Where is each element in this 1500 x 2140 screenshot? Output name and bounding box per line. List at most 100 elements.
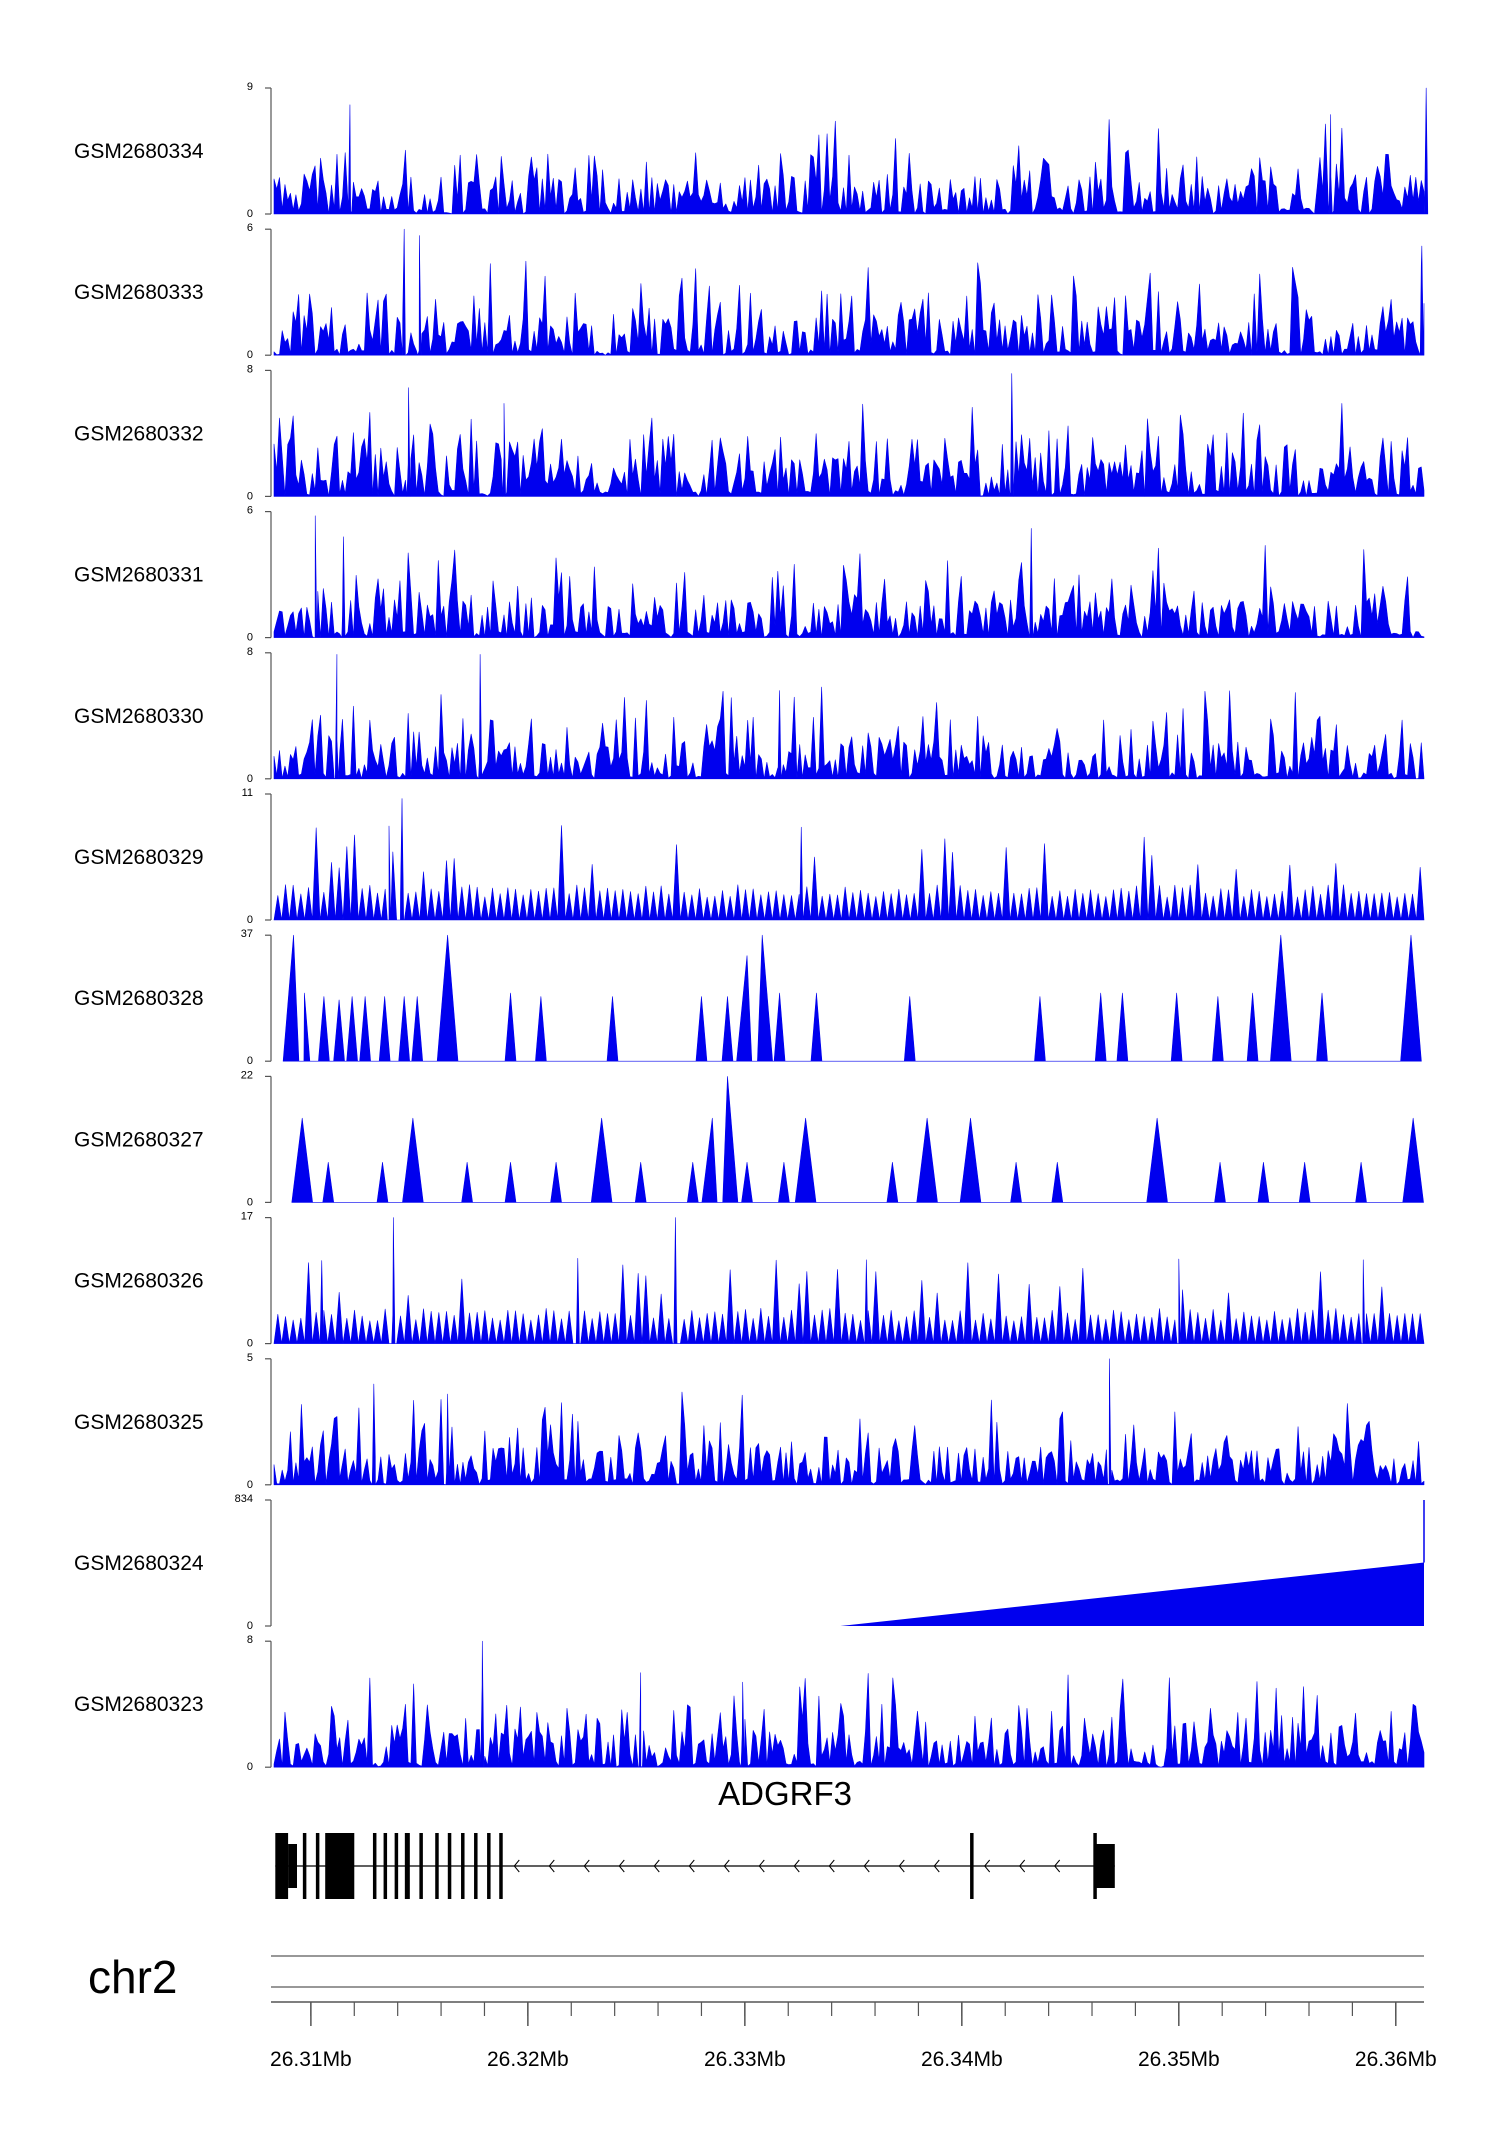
strand-arrow bbox=[548, 1859, 555, 1873]
strand-arrow bbox=[984, 1859, 991, 1873]
signal-area bbox=[273, 1217, 1425, 1344]
track: GSM2680329 11 0 bbox=[74, 787, 1425, 926]
tick-label: 26.36Mb bbox=[1355, 2048, 1437, 2071]
y-axis-min-label: 0 bbox=[247, 914, 253, 926]
signal-tracks: GSM268033490GSM268033360GSM268033280GSM2… bbox=[74, 81, 1429, 1773]
exon bbox=[325, 1833, 355, 1899]
y-axis-min-label: 0 bbox=[247, 1479, 253, 1491]
track-label: GSM2680331 bbox=[74, 564, 204, 587]
track: GSM2680325 5 0 bbox=[74, 1352, 1425, 1491]
y-axis-max-label: 5 bbox=[247, 1352, 253, 1364]
y-axis-min-label: 0 bbox=[247, 490, 253, 502]
signal-area bbox=[273, 373, 1425, 497]
track: GSM2680328 37 0 bbox=[74, 928, 1422, 1067]
y-axis-max-label: 22 bbox=[241, 1069, 253, 1081]
y-axis-max-label: 9 bbox=[247, 81, 253, 93]
y-axis-max-label: 8 bbox=[247, 646, 253, 658]
track: GSM2680334 9 0 bbox=[74, 81, 1429, 220]
exon bbox=[404, 1833, 410, 1899]
strand-arrow bbox=[583, 1859, 590, 1873]
signal-area bbox=[273, 654, 1425, 780]
exon bbox=[1095, 1844, 1115, 1888]
signal-area bbox=[273, 1640, 1425, 1768]
signal-area bbox=[291, 1076, 1424, 1203]
y-axis-min-label: 0 bbox=[247, 632, 253, 644]
strand-arrow bbox=[1054, 1859, 1061, 1873]
track: GSM2680324 834 0 bbox=[74, 1493, 1425, 1632]
signal-area bbox=[273, 798, 1425, 921]
track-label: GSM2680327 bbox=[74, 1128, 204, 1151]
strand-arrow bbox=[828, 1859, 835, 1873]
tick-label: 26.32Mb bbox=[487, 2048, 569, 2071]
exon bbox=[302, 1833, 307, 1899]
strand-arrow bbox=[863, 1859, 870, 1873]
track-label: GSM2680326 bbox=[74, 1270, 204, 1293]
exon bbox=[1093, 1833, 1097, 1899]
track: GSM2680333 6 0 bbox=[74, 222, 1425, 361]
exon bbox=[315, 1833, 320, 1899]
y-axis-min-label: 0 bbox=[247, 1338, 253, 1350]
strand-arrow bbox=[723, 1859, 730, 1873]
strand-arrow bbox=[688, 1859, 695, 1873]
track-label: GSM2680328 bbox=[74, 987, 204, 1010]
signal-area bbox=[282, 934, 1422, 1062]
exon bbox=[288, 1844, 297, 1888]
chromosome-label: chr2 bbox=[88, 1951, 177, 2003]
tick-label: 26.33Mb bbox=[704, 2048, 786, 2071]
strand-arrow bbox=[653, 1859, 660, 1873]
track-label: GSM2680332 bbox=[74, 422, 204, 445]
exon bbox=[372, 1833, 377, 1899]
y-axis-max-label: 6 bbox=[247, 505, 253, 517]
exon bbox=[461, 1833, 465, 1899]
y-axis-min-label: 0 bbox=[247, 1196, 253, 1208]
track: GSM2680327 22 0 bbox=[74, 1069, 1424, 1208]
y-axis-min-label: 0 bbox=[247, 349, 253, 361]
track: GSM2680326 17 0 bbox=[74, 1211, 1425, 1350]
strand-arrow bbox=[793, 1859, 800, 1873]
y-axis-min-label: 0 bbox=[247, 1761, 253, 1773]
track-label: GSM2680334 bbox=[74, 140, 204, 163]
y-axis-max-label: 8 bbox=[247, 1634, 253, 1646]
track: GSM2680330 8 0 bbox=[74, 646, 1425, 785]
track-label: GSM2680333 bbox=[74, 281, 204, 304]
strand-arrow bbox=[1019, 1859, 1026, 1873]
strand-arrow bbox=[513, 1859, 520, 1873]
y-axis-max-label: 834 bbox=[235, 1493, 253, 1505]
signal-area bbox=[273, 515, 1425, 638]
exon bbox=[447, 1833, 452, 1899]
tick-label: 26.34Mb bbox=[921, 2048, 1003, 2071]
y-axis-max-label: 8 bbox=[247, 363, 253, 375]
track-label: GSM2680325 bbox=[74, 1411, 204, 1434]
track: GSM2680323 8 0 bbox=[74, 1634, 1425, 1773]
track-label: GSM2680330 bbox=[74, 705, 204, 728]
gene-annotation-track bbox=[275, 1833, 1115, 1899]
strand-arrow bbox=[618, 1859, 625, 1873]
y-axis-min-label: 0 bbox=[247, 1055, 253, 1067]
strand-arrow bbox=[758, 1859, 765, 1873]
strand-arrow bbox=[898, 1859, 905, 1873]
y-axis-max-label: 11 bbox=[242, 787, 253, 799]
exon bbox=[487, 1833, 491, 1899]
y-axis-min-label: 0 bbox=[247, 208, 253, 220]
exon bbox=[383, 1833, 388, 1899]
signal-area bbox=[273, 87, 1429, 215]
track-label: GSM2680324 bbox=[74, 1552, 204, 1575]
track: GSM2680331 6 0 bbox=[74, 505, 1425, 644]
genome-axis: 26.31Mb 26.32Mb 26.33Mb 26.34Mb 26.35Mb 26.36… bbox=[270, 2001, 1437, 2071]
track-label: GSM2680329 bbox=[74, 846, 204, 869]
tick-label: 26.31Mb bbox=[270, 2048, 352, 2071]
chromosome-ideogram bbox=[271, 1955, 1424, 1988]
strand-arrow bbox=[933, 1859, 940, 1873]
signal-area bbox=[273, 228, 1425, 356]
signal-area bbox=[273, 1358, 1425, 1486]
y-axis-max-label: 17 bbox=[241, 1211, 253, 1223]
tick-label: 26.35Mb bbox=[1138, 2048, 1220, 2071]
y-axis-min-label: 0 bbox=[247, 773, 253, 785]
exon bbox=[474, 1833, 478, 1899]
track-label: GSM2680323 bbox=[74, 1693, 204, 1716]
y-axis-max-label: 37 bbox=[241, 928, 253, 940]
y-axis-max-label: 6 bbox=[247, 222, 253, 234]
exon bbox=[970, 1833, 974, 1899]
signal-area bbox=[840, 1562, 1424, 1626]
